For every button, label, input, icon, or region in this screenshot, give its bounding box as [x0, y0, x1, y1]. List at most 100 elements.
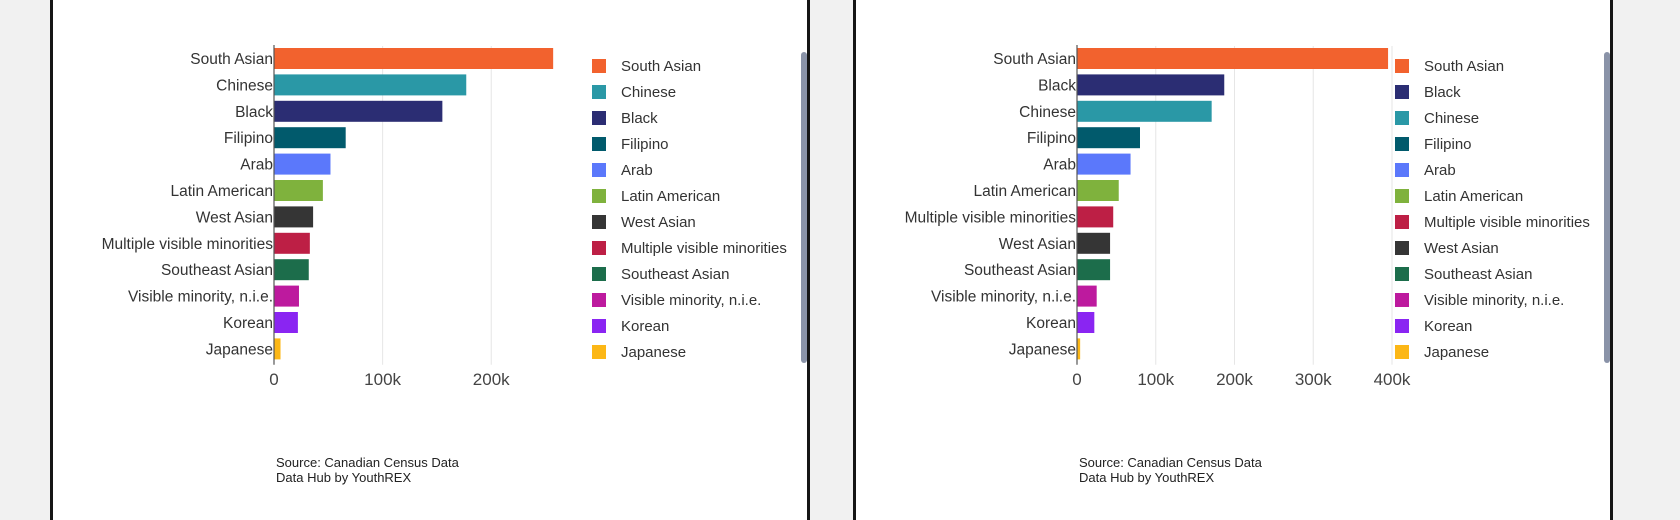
legend-swatch	[592, 137, 606, 151]
bar[interactable]	[274, 100, 443, 122]
bar[interactable]	[1077, 259, 1111, 281]
legend-item[interactable]: Japanese	[592, 339, 822, 365]
legend-swatch	[1395, 319, 1409, 333]
bar[interactable]	[1077, 153, 1131, 175]
credit-line: Data Hub by YouthREX	[276, 470, 412, 485]
legend-item[interactable]: Latin American	[592, 183, 822, 209]
bar[interactable]	[1077, 74, 1225, 96]
legend-item[interactable]: South Asian	[592, 53, 822, 79]
legend-item[interactable]: South Asian	[1395, 53, 1625, 79]
bar[interactable]	[1077, 100, 1212, 122]
category-label: Multiple visible minorities	[905, 209, 1077, 226]
legend-swatch	[592, 241, 606, 255]
legend-item[interactable]: Filipino	[592, 131, 822, 157]
bar[interactable]	[274, 312, 298, 333]
category-label: Multiple visible minorities	[102, 236, 274, 253]
legend-item[interactable]: Visible minority, n.i.e.	[592, 287, 822, 313]
legend-swatch	[1395, 59, 1409, 73]
legend-item[interactable]: Visible minority, n.i.e.	[1395, 287, 1625, 313]
legend-label: Korean	[621, 317, 670, 335]
category-label: Visible minority, n.i.e.	[128, 289, 273, 306]
x-tick-label: 0	[269, 370, 278, 389]
bar[interactable]	[1077, 285, 1097, 307]
bar[interactable]	[274, 259, 309, 281]
bar[interactable]	[274, 127, 346, 149]
legend-item[interactable]: Southeast Asian	[1395, 261, 1625, 287]
bar[interactable]	[274, 232, 310, 254]
legend-swatch	[592, 85, 606, 99]
legend-item[interactable]: Southeast Asian	[592, 261, 822, 287]
category-label: Korean	[1026, 315, 1076, 332]
legend-item[interactable]: Chinese	[592, 79, 822, 105]
legend-label: Korean	[1424, 317, 1473, 335]
legend-item[interactable]: West Asian	[592, 209, 822, 235]
category-label: Black	[1038, 77, 1076, 94]
legend-scrollbar[interactable]	[1604, 52, 1610, 363]
bar[interactable]	[1077, 312, 1095, 333]
legend-swatch	[1395, 189, 1409, 203]
category-label: South Asian	[993, 51, 1076, 68]
legend-swatch	[1395, 215, 1409, 229]
bar[interactable]	[274, 48, 554, 69]
legend-item[interactable]: Filipino	[1395, 131, 1625, 157]
bar[interactable]	[274, 285, 299, 307]
legend-label: Multiple visible minorities	[621, 239, 787, 257]
legend-scrollbar[interactable]	[801, 52, 807, 363]
x-tick-label: 100k	[364, 370, 401, 389]
category-label: West Asian	[999, 236, 1076, 253]
bar[interactable]	[1077, 48, 1389, 69]
bar[interactable]	[1077, 338, 1081, 360]
category-label: Chinese	[1019, 104, 1076, 121]
legend-swatch	[1395, 137, 1409, 151]
category-label: Japanese	[206, 341, 273, 358]
legend-swatch	[592, 111, 606, 125]
bar[interactable]	[274, 180, 323, 201]
bar[interactable]	[1077, 206, 1114, 228]
bar[interactable]	[274, 338, 281, 360]
legend-swatch	[592, 293, 606, 307]
legend-item[interactable]: Latin American	[1395, 183, 1625, 209]
bar[interactable]	[1077, 127, 1140, 149]
legend-label: Multiple visible minorities	[1424, 213, 1590, 231]
legend-swatch	[1395, 293, 1409, 307]
legend-swatch	[592, 319, 606, 333]
category-label: Black	[235, 104, 273, 121]
bar[interactable]	[1077, 180, 1119, 201]
legend-label: West Asian	[1424, 239, 1499, 257]
legend-swatch	[1395, 163, 1409, 177]
source-note: Source: Canadian Census Data Data Hub by…	[1079, 455, 1262, 485]
bar[interactable]	[274, 153, 331, 175]
legend-label: Filipino	[1424, 135, 1472, 153]
legend-item[interactable]: Arab	[592, 157, 822, 183]
legend-label: Chinese	[1424, 109, 1480, 127]
bar[interactable]	[1077, 232, 1111, 254]
bar-chart-right: 0 100k 200k 300k 400k South Asian Black Chinese…	[905, 45, 1411, 389]
legend-right: South Asian Black Chinese Filipino Arab Latin…	[1395, 53, 1625, 365]
legend-item[interactable]: Chinese	[1395, 105, 1625, 131]
bar[interactable]	[274, 206, 314, 228]
legend-swatch	[1395, 345, 1409, 359]
category-label: West Asian	[196, 209, 273, 226]
legend-item[interactable]: Arab	[1395, 157, 1625, 183]
legend-item[interactable]: Korean	[1395, 313, 1625, 339]
chart-panel-left: 0 100k 200k South Asian Chinese Black Filipino…	[50, 0, 810, 520]
legend-label: Black	[1424, 83, 1461, 101]
category-label: Arab	[240, 157, 273, 174]
legend-swatch	[592, 59, 606, 73]
legend-label: Arab	[621, 161, 653, 179]
legend-item[interactable]: West Asian	[1395, 235, 1625, 261]
legend-item[interactable]: Korean	[592, 313, 822, 339]
legend-swatch	[592, 267, 606, 281]
legend-item[interactable]: Black	[1395, 79, 1625, 105]
legend-label: South Asian	[621, 57, 702, 75]
legend-item[interactable]: Multiple visible minorities	[592, 235, 822, 261]
legend-label: Visible minority, n.i.e.	[1424, 291, 1565, 309]
legend-item[interactable]: Japanese	[1395, 339, 1625, 365]
legend-item[interactable]: Multiple visible minorities	[1395, 209, 1625, 235]
legend-label: Japanese	[621, 343, 687, 361]
x-tick-label: 200k	[473, 370, 510, 389]
bar[interactable]	[274, 74, 467, 96]
legend-swatch	[592, 189, 606, 203]
legend-swatch	[1395, 241, 1409, 255]
legend-item[interactable]: Black	[592, 105, 822, 131]
